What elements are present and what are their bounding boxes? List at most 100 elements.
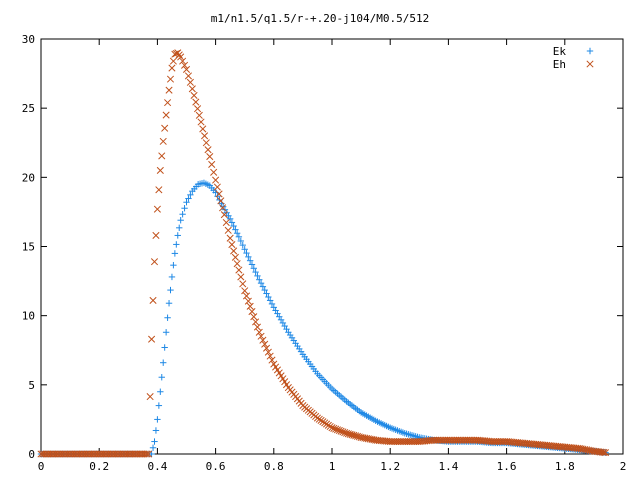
data-point <box>37 450 45 458</box>
data-point <box>171 250 179 257</box>
data-point <box>124 450 132 458</box>
data-point <box>194 105 202 113</box>
data-point <box>51 450 59 458</box>
data-point <box>233 230 241 237</box>
data-point <box>214 193 221 200</box>
y-tick-label: 5 <box>28 379 35 392</box>
data-point <box>148 450 155 458</box>
data-point <box>117 450 126 458</box>
data-point <box>75 450 83 458</box>
data-point <box>184 72 192 80</box>
data-point <box>66 450 74 458</box>
data-point <box>128 450 136 458</box>
data-point <box>226 234 234 242</box>
data-point <box>268 356 276 364</box>
data-point <box>64 450 72 458</box>
data-point <box>237 273 245 281</box>
data-point <box>151 438 158 445</box>
data-point <box>185 195 192 202</box>
chart-title: m1/n1.5/q1.5/r-+.20-j104/M0.5/512 <box>211 12 430 25</box>
data-point <box>241 287 249 295</box>
data-point <box>335 426 343 435</box>
data-point <box>253 323 261 331</box>
data-point <box>257 332 265 340</box>
data-point <box>112 450 120 458</box>
data-point <box>134 450 143 458</box>
data-point <box>158 374 165 381</box>
data-point <box>155 186 163 194</box>
legend-label: Eh <box>553 58 566 71</box>
data-point <box>250 265 257 272</box>
data-point <box>263 290 270 297</box>
data-point <box>97 450 105 458</box>
data-point <box>169 57 177 65</box>
data-point <box>78 450 86 458</box>
data-point <box>226 215 234 223</box>
data-point <box>40 450 48 458</box>
data-point <box>92 450 100 458</box>
data-point <box>100 450 108 458</box>
data-point <box>159 137 167 145</box>
data-point <box>68 450 76 458</box>
data-point <box>131 450 139 458</box>
data-point <box>248 261 256 268</box>
data-point <box>242 292 251 300</box>
data-point <box>152 231 160 239</box>
data-point <box>149 444 157 451</box>
data-point <box>59 450 67 458</box>
data-point <box>162 329 170 336</box>
legend-marker <box>586 60 594 68</box>
data-point <box>54 450 62 458</box>
data-point <box>262 344 271 352</box>
data-point <box>254 272 261 280</box>
data-point <box>206 153 214 161</box>
data-point <box>81 450 90 458</box>
data-point <box>222 218 230 227</box>
data-point <box>61 450 69 458</box>
data-point <box>80 450 88 458</box>
data-point <box>186 78 194 86</box>
data-point <box>197 118 205 126</box>
data-point <box>104 450 112 458</box>
data-point <box>123 450 131 458</box>
data-point <box>87 450 95 458</box>
data-point <box>156 166 164 174</box>
data-point <box>192 98 200 106</box>
data-point <box>181 61 189 69</box>
data-point <box>146 393 154 401</box>
data-point <box>39 450 47 458</box>
data-point <box>228 219 236 226</box>
x-tick-label: 1.4 <box>438 460 458 473</box>
data-point <box>145 450 153 458</box>
data-point <box>170 261 177 269</box>
data-point <box>264 348 272 356</box>
data-point <box>158 152 166 160</box>
data-point <box>259 336 267 344</box>
y-tick-label: 15 <box>22 241 35 254</box>
data-point <box>231 253 239 261</box>
data-point <box>90 450 98 458</box>
data-point <box>235 266 243 274</box>
data-point <box>339 428 347 436</box>
x-tick-label: 1.8 <box>555 460 575 473</box>
data-point <box>71 450 79 458</box>
data-point <box>210 168 218 176</box>
data-point <box>119 450 127 458</box>
data-point <box>230 222 237 230</box>
data-point <box>136 450 144 458</box>
y-tick-label: 20 <box>22 171 35 184</box>
data-point <box>202 139 210 147</box>
data-point <box>143 450 151 458</box>
data-point <box>183 199 190 206</box>
data-point <box>256 276 263 283</box>
data-point <box>212 176 220 184</box>
data-point <box>220 211 228 219</box>
data-point <box>179 57 187 65</box>
data-point <box>328 424 336 432</box>
data-point <box>109 450 117 458</box>
data-point <box>230 247 238 255</box>
data-point <box>99 450 107 458</box>
data-point <box>330 424 338 432</box>
data-point <box>241 246 248 253</box>
